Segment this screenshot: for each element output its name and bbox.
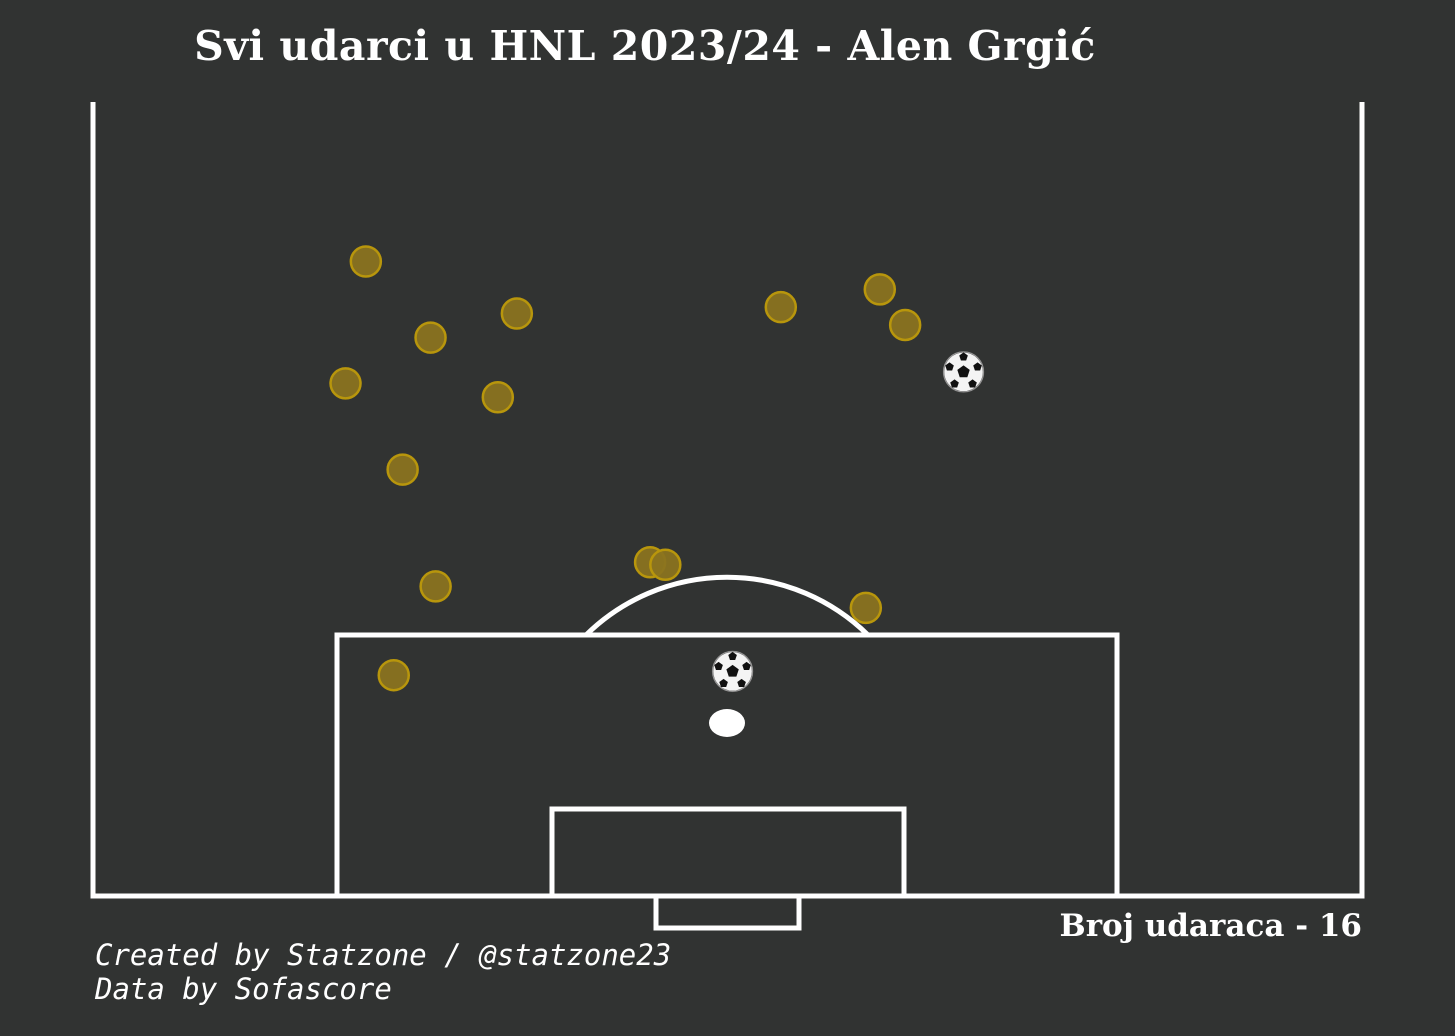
shot-marker-3 [329,367,362,400]
shot-marker-2 [500,297,534,330]
credit-line-data: Data by Sofascore [95,972,392,1006]
shot-marker-10 [764,290,798,324]
shot-marker-9 [649,548,682,582]
shots-layer [329,245,985,693]
touchline-and-goal-line [90,102,1365,899]
shot-marker-0 [349,245,383,278]
shot-marker-12 [888,308,922,342]
shot-marker-5 [386,453,419,486]
chart-title: Svi udarci u HNL 2023/24 - Alen Grgić [194,22,1096,70]
credit-line-created: Created by Statzone / @statzone23 [95,938,672,972]
penalty-arc [584,574,870,637]
shot-marker-13 [849,591,883,625]
shot-marker-7 [377,658,411,692]
shot-marker-1 [414,321,447,354]
shot-marker-6 [419,570,452,603]
shot-marker-11 [863,273,897,306]
six-yard-box [549,806,907,899]
goal [653,893,802,931]
shot-count-label: Broj udaraca - 16 [1059,908,1363,944]
credits: Created by Statzone / @statzone23 Data b… [95,938,671,1006]
pitch-lines [90,102,1365,931]
shot-goal-ball-15 [711,650,754,693]
penalty-spot [709,709,745,737]
shot-goal-ball-14 [942,351,985,393]
shot-marker-4 [481,381,515,414]
